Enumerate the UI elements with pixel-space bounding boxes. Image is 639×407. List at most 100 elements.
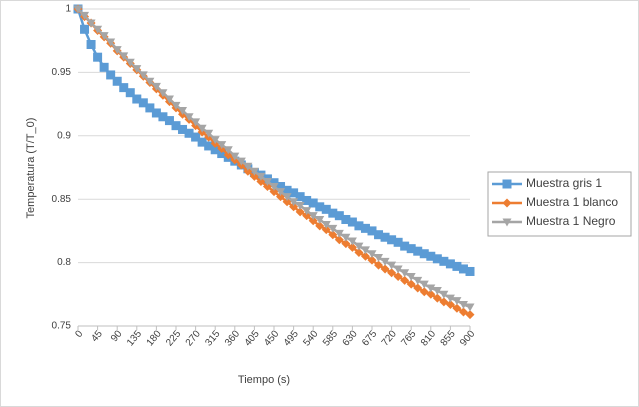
marker — [419, 287, 429, 297]
marker — [217, 149, 227, 159]
marker — [406, 244, 416, 254]
y-axis-title: Temperatura (T/T_0) — [25, 118, 37, 219]
marker — [406, 279, 416, 289]
marker — [413, 283, 423, 293]
marker — [321, 225, 331, 235]
marker — [295, 202, 305, 211]
marker — [393, 265, 403, 274]
marker — [321, 204, 331, 214]
marker — [145, 77, 155, 86]
marker — [145, 103, 155, 113]
marker — [204, 129, 214, 138]
marker — [210, 136, 220, 145]
marker — [465, 266, 475, 276]
legend-marker — [502, 179, 512, 189]
marker — [178, 106, 188, 115]
marker — [191, 132, 201, 142]
marker — [367, 255, 377, 265]
marker — [295, 192, 305, 202]
y-tick-label: 0.75 — [52, 321, 72, 332]
marker — [426, 251, 436, 261]
marker — [315, 215, 325, 224]
marker — [276, 182, 286, 192]
marker — [334, 211, 344, 221]
legend-box — [487, 171, 632, 237]
marker — [138, 98, 148, 108]
marker — [432, 254, 442, 264]
marker — [367, 226, 377, 236]
marker — [432, 286, 442, 295]
marker — [380, 264, 390, 274]
marker — [334, 229, 344, 238]
marker — [171, 121, 181, 131]
marker — [132, 94, 142, 104]
marker — [406, 273, 416, 282]
marker — [289, 188, 299, 198]
marker — [112, 46, 122, 55]
marker — [341, 214, 351, 224]
marker — [400, 275, 410, 285]
marker — [125, 88, 135, 98]
marker — [191, 118, 201, 127]
marker — [400, 269, 410, 278]
marker — [334, 235, 344, 245]
marker — [458, 300, 468, 309]
marker — [445, 294, 455, 303]
marker — [445, 259, 455, 269]
marker — [223, 146, 233, 155]
marker — [347, 237, 357, 246]
marker — [158, 89, 168, 98]
marker — [413, 276, 423, 285]
marker — [452, 297, 462, 306]
marker — [243, 162, 253, 171]
legend: Muestra gris 1 Muestra 1 blanco Muestra 1 … — [487, 171, 632, 237]
marker — [445, 299, 455, 309]
legend-marker — [502, 198, 512, 208]
marker — [217, 141, 227, 150]
marker — [419, 249, 429, 259]
marker — [393, 272, 403, 282]
marker — [112, 76, 122, 86]
marker — [73, 5, 83, 14]
marker — [380, 257, 390, 266]
marker — [119, 83, 129, 93]
marker — [106, 70, 116, 80]
marker — [360, 251, 370, 261]
marker — [295, 207, 305, 217]
marker — [164, 95, 174, 104]
marker — [380, 232, 390, 242]
marker — [426, 284, 436, 293]
marker — [282, 185, 292, 195]
marker — [354, 247, 364, 257]
marker — [86, 19, 96, 28]
marker — [138, 71, 148, 80]
marker — [439, 297, 449, 307]
marker — [204, 141, 214, 151]
marker — [374, 260, 384, 270]
marker — [374, 254, 384, 263]
marker — [289, 202, 299, 212]
marker — [419, 280, 429, 289]
marker — [184, 113, 194, 122]
marker — [387, 268, 397, 278]
marker — [80, 24, 90, 34]
marker — [99, 62, 109, 72]
marker — [328, 208, 338, 218]
marker — [171, 101, 181, 110]
marker — [197, 124, 207, 133]
marker — [347, 242, 357, 252]
marker — [328, 224, 338, 233]
legend-label: Muestra 1 Negro — [526, 214, 616, 228]
marker — [452, 303, 462, 313]
marker — [354, 242, 364, 251]
marker — [465, 310, 475, 320]
marker — [439, 256, 449, 266]
marker — [458, 307, 468, 317]
marker — [80, 11, 90, 20]
marker — [164, 116, 174, 126]
marker — [458, 264, 468, 274]
marker — [452, 261, 462, 271]
y-tick-label: 0.9 — [57, 130, 71, 141]
marker — [426, 289, 436, 299]
marker — [413, 246, 423, 256]
